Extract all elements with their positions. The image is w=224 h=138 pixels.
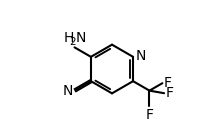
Text: N: N xyxy=(136,49,146,63)
Text: F: F xyxy=(145,108,153,122)
Text: F: F xyxy=(164,75,172,90)
Text: 2: 2 xyxy=(69,37,76,47)
Text: H: H xyxy=(63,31,74,45)
Text: N: N xyxy=(76,31,86,45)
Text: N: N xyxy=(63,84,73,98)
Text: F: F xyxy=(166,86,173,100)
